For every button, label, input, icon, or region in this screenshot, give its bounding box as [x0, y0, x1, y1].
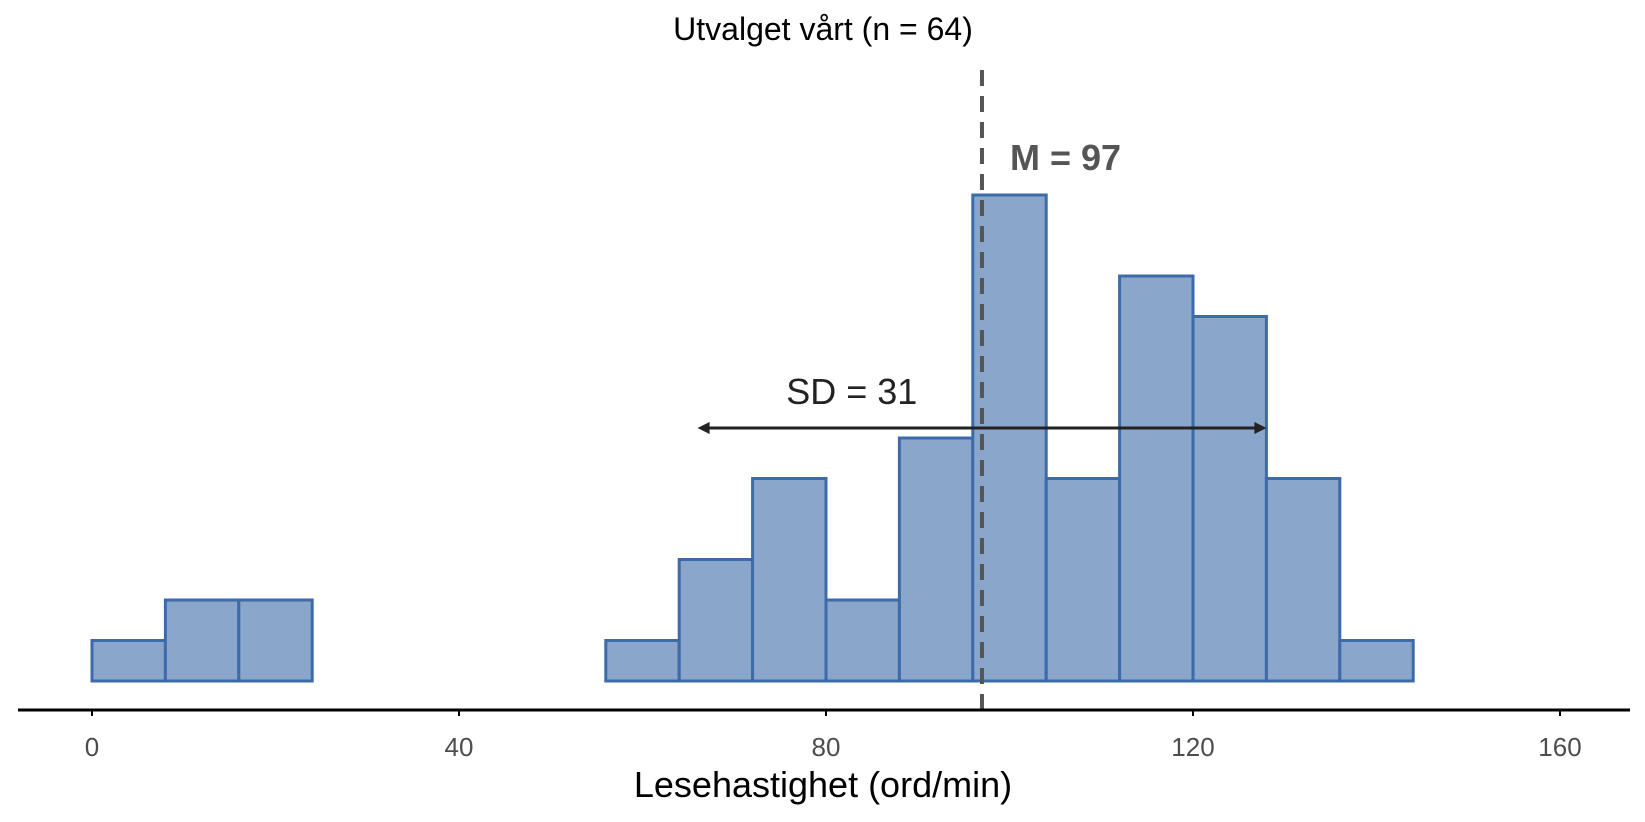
- chart-title: Utvalget vårt (n = 64): [673, 11, 973, 47]
- x-tick-label: 120: [1171, 732, 1214, 762]
- histogram-bar: [677, 558, 755, 683]
- histogram-bar: [1044, 477, 1122, 683]
- sd-arrow-head-right: [1254, 422, 1267, 434]
- x-axis-ticks: 0 40 80 120 160: [85, 710, 1582, 762]
- bars-group: [90, 193, 1415, 683]
- x-axis-label: Lesehastighet (ord/min): [634, 764, 1012, 805]
- sd-label: SD = 31: [786, 371, 917, 412]
- x-tick-label: 160: [1538, 732, 1581, 762]
- mean-label: M = 97: [1010, 137, 1121, 178]
- histogram-bar: [1338, 639, 1415, 683]
- x-tick-label: 40: [445, 732, 474, 762]
- histogram-bar: [751, 477, 828, 683]
- histogram-bar: [1118, 274, 1195, 683]
- histogram-bar: [237, 598, 314, 683]
- histogram-bar: [1191, 315, 1268, 683]
- histogram-bar: [897, 436, 975, 683]
- sd-arrow-head-left: [697, 422, 710, 434]
- x-tick-label: 80: [812, 732, 841, 762]
- histogram-bar: [90, 639, 167, 683]
- histogram-bar: [1264, 477, 1342, 683]
- histogram-bar: [604, 639, 681, 683]
- x-tick-label: 0: [85, 732, 99, 762]
- histogram-bar: [163, 598, 241, 683]
- histogram-bar: [824, 598, 901, 683]
- histogram-bar: [971, 193, 1048, 683]
